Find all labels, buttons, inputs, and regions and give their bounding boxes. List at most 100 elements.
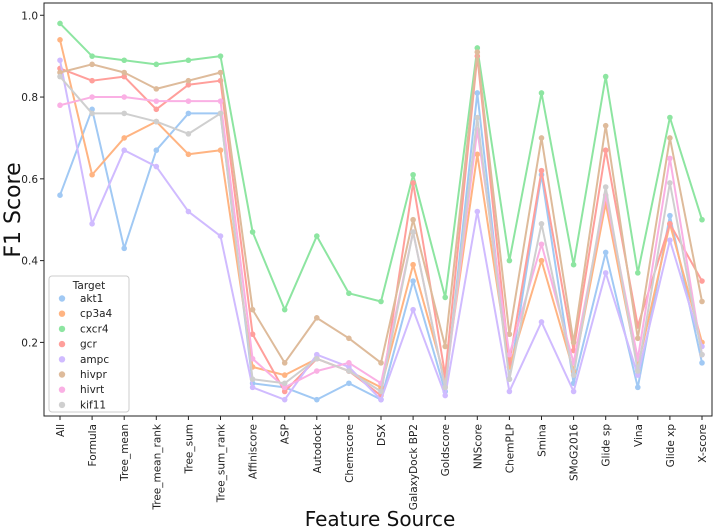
data-point bbox=[410, 216, 416, 223]
x-tick-label: ChemPLP bbox=[504, 424, 516, 473]
data-point bbox=[538, 167, 545, 174]
data-point bbox=[699, 351, 705, 358]
legend-label: gcr bbox=[80, 339, 97, 351]
data-point bbox=[699, 360, 705, 366]
data-point bbox=[506, 331, 513, 338]
data-point bbox=[185, 81, 192, 88]
data-point bbox=[153, 163, 160, 170]
legend-title: Target bbox=[72, 280, 105, 292]
data-point bbox=[538, 135, 545, 141]
x-tick-label: Goldscore bbox=[440, 424, 452, 476]
legend-label: kif11 bbox=[80, 399, 106, 411]
data-point bbox=[153, 118, 160, 125]
data-point bbox=[121, 69, 127, 76]
legend-box bbox=[48, 275, 130, 413]
series-kif11 bbox=[57, 73, 705, 395]
legend-label: ampc bbox=[80, 354, 109, 366]
legend: Target akt1 cp3a4 cxcr4 gcr ampc hivpr hivrt ki… bbox=[48, 275, 130, 413]
data-point bbox=[570, 261, 577, 268]
data-point bbox=[314, 368, 320, 374]
y-axis-title: F1 Score bbox=[1, 162, 26, 257]
data-point bbox=[635, 384, 641, 391]
data-point bbox=[442, 294, 449, 301]
y-tick-label: 1.0 bbox=[21, 10, 38, 22]
data-point bbox=[602, 184, 609, 190]
x-tick-label: Glide xp bbox=[665, 424, 677, 468]
data-point bbox=[217, 147, 224, 154]
x-tick-label: X-score bbox=[697, 424, 709, 463]
data-point bbox=[185, 151, 192, 158]
data-point bbox=[185, 131, 192, 137]
series-ampc bbox=[57, 57, 705, 403]
x-tick-label: Vina bbox=[633, 424, 645, 447]
data-point bbox=[346, 360, 352, 366]
data-point bbox=[570, 339, 577, 346]
data-point bbox=[217, 110, 224, 117]
data-point bbox=[667, 180, 673, 186]
y-tick-label: 0.4 bbox=[21, 256, 38, 268]
data-point bbox=[538, 319, 545, 325]
data-point bbox=[121, 110, 127, 117]
data-point bbox=[217, 69, 224, 76]
data-point bbox=[442, 384, 449, 391]
data-point bbox=[249, 384, 256, 391]
data-point bbox=[89, 110, 95, 117]
data-point bbox=[474, 49, 481, 55]
data-point bbox=[314, 233, 320, 239]
data-point bbox=[602, 270, 609, 276]
data-point bbox=[153, 106, 160, 113]
data-point bbox=[635, 368, 641, 374]
data-point bbox=[281, 306, 288, 313]
data-point bbox=[185, 208, 192, 215]
x-tick-label: Autodock bbox=[312, 423, 324, 473]
data-point bbox=[667, 114, 673, 121]
data-point bbox=[699, 216, 705, 223]
x-axis-title: Feature Source bbox=[305, 507, 456, 530]
data-point bbox=[378, 360, 384, 366]
data-point bbox=[667, 135, 673, 141]
data-point bbox=[217, 53, 224, 59]
x-tick-label: SMoG2016 bbox=[569, 424, 581, 481]
legend-marker bbox=[58, 340, 66, 348]
x-tick-label: Tree_sum_rank bbox=[216, 423, 228, 503]
legend-marker bbox=[58, 295, 66, 302]
legend-label: akt1 bbox=[80, 293, 103, 305]
data-point bbox=[538, 90, 545, 96]
data-point bbox=[57, 102, 63, 109]
data-point bbox=[281, 380, 288, 387]
x-tick-label: Chemscore bbox=[344, 424, 356, 483]
data-point bbox=[314, 351, 320, 358]
series-line bbox=[59, 39, 703, 389]
data-point bbox=[602, 122, 609, 129]
data-point bbox=[346, 364, 352, 370]
y-tick-label: 0.6 bbox=[21, 174, 38, 186]
data-point bbox=[89, 171, 95, 178]
data-point bbox=[506, 257, 513, 264]
data-point bbox=[538, 241, 545, 248]
data-point bbox=[121, 73, 127, 80]
data-point bbox=[410, 306, 416, 313]
data-point bbox=[667, 237, 673, 243]
data-point bbox=[602, 249, 609, 256]
x-tick-label: Affiniscore bbox=[248, 424, 260, 479]
data-point bbox=[474, 45, 481, 51]
data-point bbox=[667, 155, 673, 162]
data-point bbox=[57, 192, 63, 198]
y-tick-label: 0.8 bbox=[21, 92, 38, 104]
data-point bbox=[89, 94, 95, 100]
x-tick-label: Tree_sum bbox=[183, 424, 195, 474]
series-layer bbox=[57, 20, 705, 403]
plot-frame bbox=[43, 2, 713, 417]
data-point bbox=[506, 351, 513, 358]
data-point bbox=[185, 77, 192, 84]
data-point bbox=[185, 110, 192, 117]
data-point bbox=[314, 355, 320, 362]
data-point bbox=[281, 384, 288, 391]
data-point bbox=[57, 73, 63, 80]
legend-label: hivpr bbox=[80, 369, 107, 381]
x-axis: All Formula Tree_mean Tree_mean_rank Tree_su… bbox=[55, 416, 709, 511]
x-tick-label: All bbox=[55, 424, 67, 437]
data-point bbox=[281, 396, 288, 403]
data-point bbox=[635, 270, 641, 276]
data-point bbox=[57, 20, 63, 27]
